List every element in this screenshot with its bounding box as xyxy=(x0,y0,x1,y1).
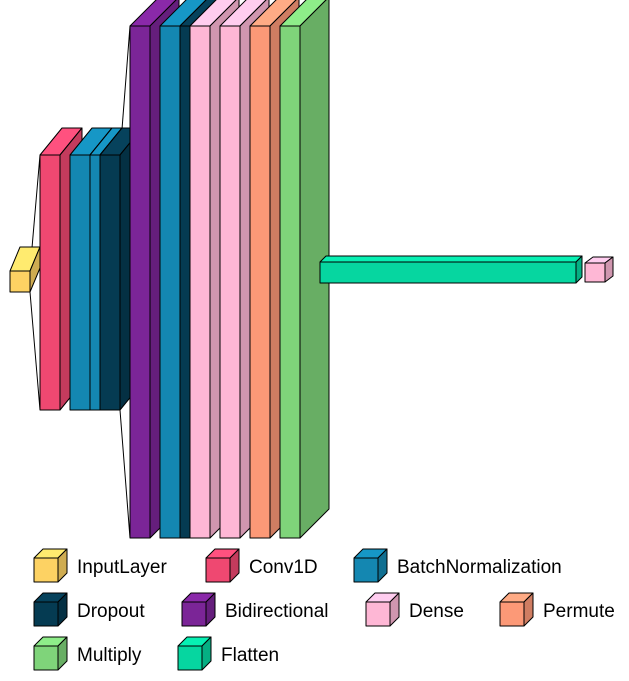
legend-item-conv1d: Conv1D xyxy=(205,548,318,583)
legend: InputLayer Conv1D BatchNormalization Dropou… xyxy=(33,548,615,671)
legend-item-multiply: Multiply xyxy=(33,636,142,671)
dense-layer-1-front-face xyxy=(189,25,211,539)
legend-item-dropout: Dropout xyxy=(33,592,145,627)
dense-layer-2 xyxy=(584,256,614,283)
legend-item-dense: Dense xyxy=(365,592,464,627)
legend-label: Multiply xyxy=(77,645,142,666)
conv1d-layer-front-face xyxy=(39,154,61,411)
multiply-layer xyxy=(279,0,330,539)
dense-layer-2-front-face xyxy=(584,262,606,283)
legend-swatch-conv1d-front-face xyxy=(205,557,231,583)
legend-item-batch-norm: BatchNormalization xyxy=(353,548,562,583)
multiply-layer-front-face xyxy=(279,25,301,539)
legend-swatch-input-layer-front-face xyxy=(33,557,59,583)
flatten-layer-top-face xyxy=(319,255,583,263)
legend-label: Bidirectional xyxy=(225,601,329,622)
legend-label: Dropout xyxy=(77,601,145,622)
legend-label: Conv1D xyxy=(249,557,318,578)
legend-swatch-dropout xyxy=(33,592,68,627)
permute-layer-front-face xyxy=(249,25,271,539)
legend-swatch-dense-front-face xyxy=(365,601,391,627)
legend-label: Flatten xyxy=(221,645,279,666)
legend-item-permute: Permute xyxy=(499,592,615,627)
legend-item-flatten: Flatten xyxy=(177,636,279,671)
legend-swatch-permute xyxy=(499,592,534,627)
legend-item-input-layer: InputLayer xyxy=(33,548,167,583)
batch-norm-layer-2-front-face xyxy=(89,154,101,411)
legend-swatch-dropout-front-face xyxy=(33,601,59,627)
legend-swatch-batch-norm-front-face xyxy=(353,557,379,583)
dropout-layer-1-front-face xyxy=(99,154,121,411)
dense-layer-1b-front-face xyxy=(219,25,241,539)
input-layer xyxy=(9,246,41,293)
dropout-layer-2-front-face xyxy=(179,25,191,539)
legend-swatch-batch-norm xyxy=(353,548,388,583)
legend-swatch-bidirectional-front-face xyxy=(181,601,207,627)
legend-swatch-multiply-front-face xyxy=(33,645,59,671)
legend-swatch-dense xyxy=(365,592,400,627)
legend-swatch-input-layer xyxy=(33,548,68,583)
flatten-layer-front-face xyxy=(319,261,577,284)
legend-swatch-bidirectional xyxy=(181,592,216,627)
legend-item-bidirectional: Bidirectional xyxy=(181,592,329,627)
legend-swatch-conv1d xyxy=(205,548,240,583)
flatten-layer xyxy=(319,255,583,284)
funnel-line xyxy=(29,291,41,411)
batch-norm-layer-3-front-face xyxy=(159,25,181,539)
funnel-line xyxy=(119,409,131,539)
legend-swatch-flatten-front-face xyxy=(177,645,203,671)
layer-stack xyxy=(9,0,614,539)
legend-swatch-permute-front-face xyxy=(499,601,525,627)
legend-label: InputLayer xyxy=(77,557,167,578)
batch-norm-layer-1-front-face xyxy=(69,154,91,411)
input-layer-front-face xyxy=(9,270,31,293)
legend-swatch-flatten xyxy=(177,636,212,671)
legend-swatch-multiply xyxy=(33,636,68,671)
legend-label: BatchNormalization xyxy=(397,557,562,578)
legend-label: Permute xyxy=(543,601,615,622)
bidirectional-layer-front-face xyxy=(129,25,151,539)
legend-label: Dense xyxy=(409,601,464,622)
